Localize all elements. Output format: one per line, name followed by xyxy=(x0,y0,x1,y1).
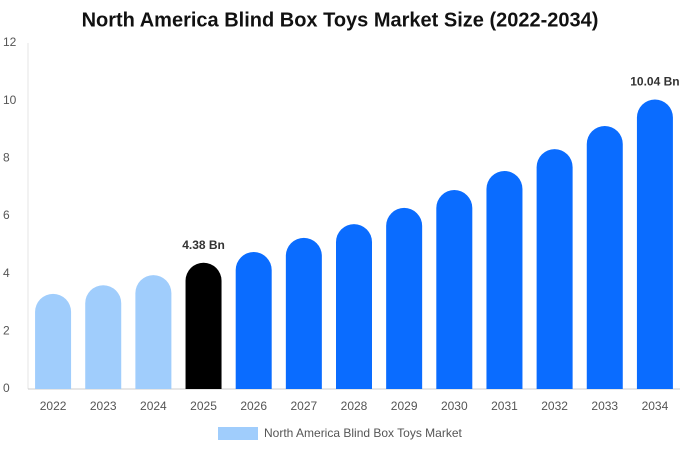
chart-title: North America Blind Box Toys Market Size… xyxy=(82,9,599,31)
legend-swatch xyxy=(218,427,258,440)
bar xyxy=(486,171,523,389)
bar xyxy=(285,237,322,389)
bar xyxy=(636,99,673,389)
bar xyxy=(436,190,473,389)
x-tick-label: 2026 xyxy=(240,399,267,413)
x-tick-label: 2031 xyxy=(491,399,518,413)
x-tick-label: 2028 xyxy=(341,399,368,413)
value-label: 4.38 Bn xyxy=(182,238,225,252)
legend-label: North America Blind Box Toys Market xyxy=(264,426,463,440)
y-tick-label: 6 xyxy=(3,208,10,222)
bar xyxy=(235,252,272,389)
bar xyxy=(135,275,172,389)
x-tick-label: 2022 xyxy=(40,399,67,413)
bar xyxy=(536,149,573,389)
x-tick-label: 2029 xyxy=(391,399,418,413)
x-tick-label: 2025 xyxy=(190,399,217,413)
x-tick-label: 2023 xyxy=(90,399,117,413)
bar xyxy=(35,293,72,389)
y-tick-label: 2 xyxy=(3,324,10,338)
y-tick-label: 12 xyxy=(3,35,17,49)
y-tick-label: 10 xyxy=(3,93,17,107)
x-tick-label: 2024 xyxy=(140,399,167,413)
x-tick-label: 2033 xyxy=(591,399,618,413)
x-tick-label: 2030 xyxy=(441,399,468,413)
bar xyxy=(336,224,372,389)
y-tick-label: 4 xyxy=(3,266,10,280)
y-tick-label: 8 xyxy=(3,151,10,165)
bar xyxy=(85,285,122,389)
bar xyxy=(586,126,623,390)
x-tick-label: 2027 xyxy=(290,399,317,413)
x-tick-label: 2032 xyxy=(541,399,568,413)
bar xyxy=(185,262,222,389)
bar xyxy=(386,207,423,389)
y-tick-label: 0 xyxy=(3,381,10,395)
x-tick-label: 2034 xyxy=(642,399,669,413)
value-label: 10.04 Bn xyxy=(630,75,679,89)
